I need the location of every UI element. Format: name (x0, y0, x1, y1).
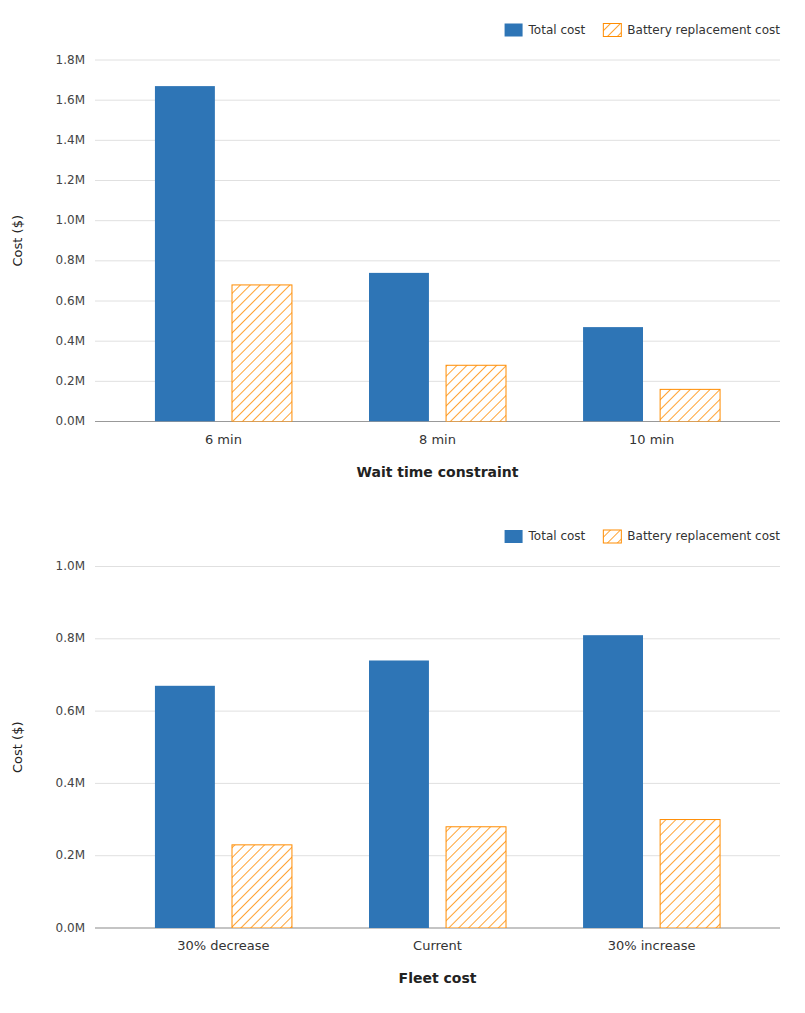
grid-line (95, 566, 780, 567)
y-tick-label: 0.4M (56, 334, 85, 348)
legend-label: Battery replacement cost (627, 529, 780, 543)
y-tick-label: 1.0M (56, 559, 85, 573)
bar (583, 327, 643, 421)
bar (155, 686, 215, 928)
y-tick-label: 0.2M (56, 374, 85, 388)
y-axis-label: Cost ($) (10, 215, 25, 266)
y-tick-label: 1.2M (56, 173, 85, 187)
x-axis-label: Fleet cost (399, 970, 477, 986)
legend: Total cost Battery replacement cost (505, 529, 781, 543)
bar (446, 365, 506, 421)
y-tick-label: 0.2M (56, 848, 85, 862)
y-tick-label: 1.6M (56, 93, 85, 107)
legend: Total cost Battery replacement cost (505, 23, 781, 37)
legend-item: Total cost (505, 529, 586, 543)
legend-swatch (505, 530, 523, 543)
y-tick-label: 1.0M (56, 213, 85, 227)
x-tick-label: 30% decrease (177, 938, 269, 953)
legend-label: Battery replacement cost (627, 23, 780, 37)
y-tick-label: 1.4M (56, 133, 85, 147)
y-tick-label: 0.0M (56, 921, 85, 935)
chart-panel: 0.0M 0.2M 0.4M 0.6M 0.8M 1.0M 30% decrease Curr… (10, 529, 780, 986)
x-tick-label: Current (413, 938, 462, 953)
y-tick-label: 0.6M (56, 704, 85, 718)
bar (232, 845, 292, 928)
legend-item: Battery replacement cost (603, 23, 780, 37)
bar (369, 660, 429, 928)
grid-line (95, 638, 780, 639)
x-tick-label: 6 min (205, 432, 242, 447)
legend-swatch (603, 530, 621, 543)
bars (155, 86, 720, 421)
bar (232, 285, 292, 422)
bar (446, 827, 506, 928)
grid-line (95, 60, 780, 61)
y-tick-label: 0.0M (56, 414, 85, 428)
legend-item: Total cost (505, 23, 586, 37)
x-tick-label: 30% increase (608, 938, 696, 953)
legend-label: Total cost (528, 23, 586, 37)
bar (660, 389, 720, 421)
y-axis-label: Cost ($) (10, 722, 25, 773)
y-tick-label: 0.8M (56, 631, 85, 645)
bars (155, 635, 720, 928)
y-tick-label: 0.6M (56, 294, 85, 308)
chart-panel: 0.0M 0.2M 0.4M 0.6M 0.8M 1.0M 1.2M 1.4M 1.6M 1.8M… (10, 23, 780, 480)
x-tick-label: 10 min (629, 432, 674, 447)
bar (660, 820, 720, 928)
x-tick-label: 8 min (419, 432, 456, 447)
legend-swatch (603, 24, 621, 37)
legend-swatch (505, 24, 523, 37)
y-tick-label: 1.8M (56, 53, 85, 67)
legend-label: Total cost (528, 529, 586, 543)
figure: 0.0M 0.2M 0.4M 0.6M 0.8M 1.0M 1.2M 1.4M 1.6M 1.8M… (0, 0, 805, 1013)
y-tick-label: 0.4M (56, 776, 85, 790)
bar (583, 635, 643, 928)
y-tick-label: 0.8M (56, 253, 85, 267)
legend-item: Battery replacement cost (603, 529, 780, 543)
x-axis-label: Wait time constraint (357, 464, 519, 480)
bar (155, 86, 215, 421)
bar (369, 273, 429, 422)
